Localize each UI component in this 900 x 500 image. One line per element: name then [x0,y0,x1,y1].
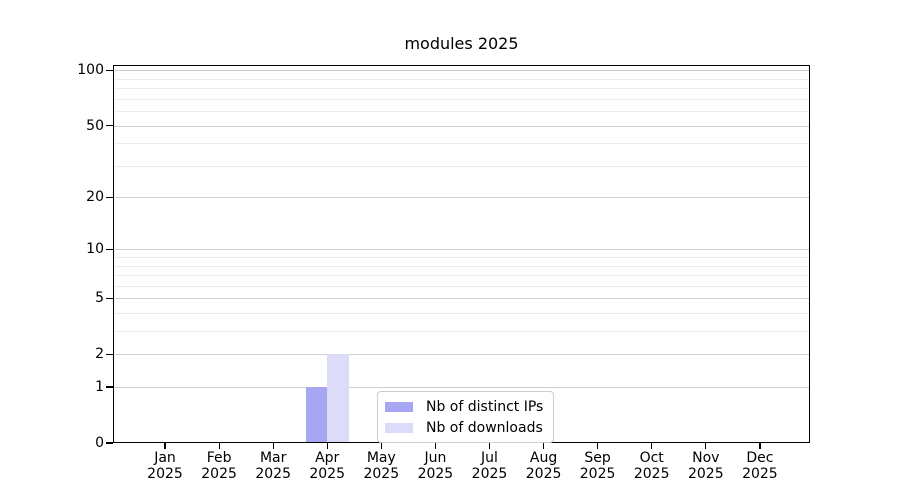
gridline-major [113,354,810,356]
y-tick-label: 20 [86,189,104,206]
x-tick-label: Apr 2025 [292,450,362,482]
x-tick-month: Apr [315,450,340,466]
x-tick-month: Dec [746,450,774,466]
gridline-minor [113,88,810,90]
x-tick-label: Dec 2025 [725,450,795,482]
x-tick-mark [597,443,599,449]
y-tick-label: 1 [95,379,104,395]
gridline-major [113,249,810,251]
x-tick-mark [543,443,545,449]
y-tick-mark [106,353,113,355]
legend: Nb of distinct IPs Nb of downloads [377,391,555,443]
gridline-major [113,298,810,300]
x-tick-label: Feb 2025 [184,450,254,482]
x-tick-mark [272,443,274,449]
y-tick-mark [106,442,113,444]
x-tick-mark [218,443,220,449]
gridline-minor [113,285,810,287]
legend-item-distinct-ips: Nb of distinct IPs [385,396,543,417]
gridline-major [113,197,810,199]
x-tick-mark [488,443,491,449]
gridline-minor [113,143,810,145]
y-tick-label: 0 [95,435,104,451]
x-tick-label: Jul 2025 [455,450,525,482]
y-tick-mark [106,386,113,388]
legend-item-downloads: Nb of downloads [385,417,543,438]
x-tick-label: Mar 2025 [238,450,308,482]
gridline-minor [113,98,810,100]
plot-area [113,65,810,443]
x-tick-year: 2025 [687,466,724,482]
x-tick-label: Nov 2025 [671,450,741,482]
x-tick-label: Oct 2025 [617,450,687,482]
x-tick-label: May 2025 [346,450,416,482]
x-tick-month: Jul [481,450,498,466]
legend-label-distinct-ips: Nb of distinct IPs [426,398,544,415]
y-tick-mark [106,297,113,299]
gridline-minor [113,275,810,277]
y-tick-label: 2 [95,346,104,363]
x-tick-year: 2025 [363,466,400,482]
grid-layer [113,65,810,443]
x-tick-label: Jan 2025 [130,450,200,482]
bar-downloads [327,354,349,443]
x-tick-year: 2025 [471,466,508,482]
gridline-minor [113,78,810,80]
x-tick-year: 2025 [309,466,345,482]
x-tick-mark [326,443,328,449]
gridline-major [113,125,810,127]
gridline-minor [113,257,810,259]
gridline-minor [113,165,810,167]
x-tick-year: 2025 [417,466,454,482]
y-tick-mark [106,196,113,198]
x-tick-label: Aug 2025 [509,450,579,482]
x-tick-month: Nov [692,450,720,466]
y-tick-mark [106,248,113,251]
x-tick-month: Oct [639,450,664,466]
x-tick-year: 2025 [742,466,778,482]
x-tick-year: 2025 [579,466,616,482]
legend-label-downloads: Nb of downloads [426,419,543,436]
x-tick-label: Sep 2025 [563,450,633,482]
y-tick-mark [106,125,113,127]
x-tick-mark [705,443,707,449]
x-tick-month: Mar [259,450,287,466]
x-tick-mark [759,443,761,449]
x-tick-year: 2025 [147,466,183,482]
bar-distinct-ips [305,387,328,443]
x-tick-month: Jan [154,450,176,466]
gridline-minor [113,111,810,113]
y-tick-mark [106,69,113,72]
x-tick-year: 2025 [525,466,562,482]
x-tick-label: Jun 2025 [400,450,470,482]
x-tick-mark [164,443,166,449]
x-tick-month: Jun [424,450,447,466]
bars-layer [113,65,810,443]
y-tick-label: 100 [77,62,104,79]
gridline-minor [113,265,810,267]
x-tick-year: 2025 [255,466,291,482]
y-tick-label: 10 [86,241,104,258]
chart-title: modules 2025 [404,34,519,53]
x-tick-year: 2025 [201,466,237,482]
x-tick-mark [434,443,437,449]
gridline-major [113,70,810,72]
gridline-major [113,387,810,388]
legend-swatch-downloads [385,422,413,433]
y-tick-label: 5 [95,290,104,307]
x-tick-month: Aug [529,450,558,466]
x-tick-month: May [366,450,396,466]
legend-swatch-distinct-ips [385,401,413,412]
gridline-minor [113,313,810,315]
x-tick-year: 2025 [633,466,670,482]
x-tick-mark [380,443,382,449]
x-tick-mark [651,443,653,449]
y-tick-label: 50 [86,117,104,134]
x-tick-month: Sep [584,450,611,466]
gridline-minor [113,331,810,333]
x-tick-month: Feb [206,450,232,466]
